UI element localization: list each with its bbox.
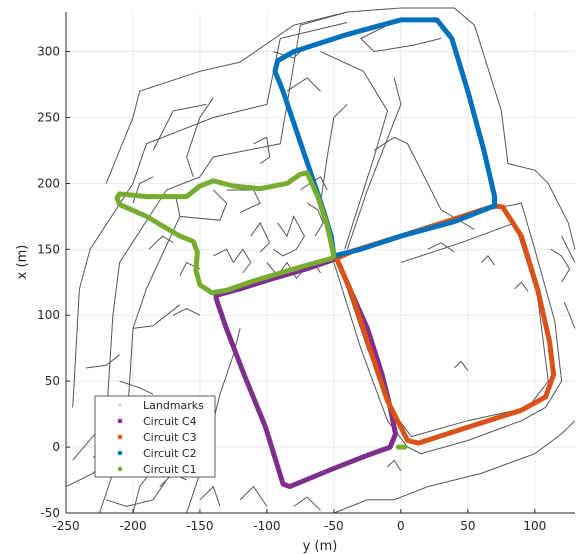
axes (65, 12, 575, 514)
landmark-outline (333, 202, 563, 455)
tick-labels: -250 -200 -150 -100 -50 0 50 100 -50 0 50 100 150 200… (37, 45, 546, 533)
legend-item-c2: Circuit C2 (117, 447, 197, 460)
landmark-outline (232, 248, 252, 274)
x-tick-label: -100 (253, 519, 280, 533)
legend-item-c4: Circuit C4 (117, 415, 197, 428)
landmark-outline (320, 103, 348, 204)
landmark-outline (320, 51, 389, 250)
landmark-outline (359, 24, 442, 53)
landmark-outline (514, 281, 529, 292)
legend-marker-landmarks (119, 404, 121, 406)
landmark-outline (99, 216, 181, 514)
x-tick-label: 100 (523, 519, 546, 533)
landmark-outline (427, 242, 455, 253)
landmark-outline (152, 103, 207, 151)
landmark-outline (480, 255, 496, 266)
landmark-outline (293, 496, 321, 511)
legend-box (94, 395, 216, 478)
landmark-outline (186, 97, 214, 177)
legend-label-c2: Circuit C2 (143, 447, 197, 460)
circuits-layer (114, 17, 557, 490)
landmark-outline (239, 485, 268, 507)
landmark-outline (72, 11, 348, 461)
legend-label-landmarks: Landmarks (143, 399, 204, 412)
landmark-outline (273, 215, 305, 257)
series-circuit-c2 (272, 17, 498, 259)
landmark-outline (175, 189, 228, 221)
landmark-outline (550, 248, 571, 283)
landmark-outline (72, 22, 348, 408)
series-circuit-c4 (213, 256, 398, 490)
legend-marker-c4 (117, 418, 123, 424)
landmark-outline (387, 459, 402, 472)
x-tick-label: -250 (52, 519, 79, 533)
landmark-outline (286, 77, 321, 92)
x-tick-label: 0 (397, 519, 405, 533)
landmark-outline (561, 235, 576, 263)
legend-item-landmarks: Landmarks (119, 399, 204, 412)
legend-item-c3: Circuit C3 (117, 431, 197, 444)
y-tick-label: 250 (37, 110, 60, 124)
landmark-outline (119, 380, 154, 395)
legend-marker-c2 (117, 450, 123, 456)
landmark-outline (172, 308, 201, 316)
y-tick-label: 100 (37, 308, 60, 322)
landmark-outline (132, 304, 181, 329)
series-circuit-c3 (334, 203, 557, 446)
x-tick-label: -200 (119, 519, 146, 533)
landmark-outline (306, 202, 324, 237)
landmark-outline (346, 77, 402, 250)
landmark-outline (250, 221, 271, 253)
landmark-outline (105, 7, 576, 250)
landmark-outline (340, 222, 549, 438)
landmark-outline (333, 420, 576, 514)
y-tick-label: -50 (40, 506, 60, 520)
landmark-outline (454, 360, 469, 371)
landmark-outline (199, 485, 221, 507)
legend-label-c3: Circuit C3 (143, 431, 197, 444)
x-tick-label: -50 (324, 519, 344, 533)
series-circuit-c1 (114, 170, 337, 296)
legend-marker-c3 (117, 434, 123, 440)
x-tick-label: -150 (186, 519, 213, 533)
legend-marker-c1 (117, 466, 123, 472)
landmark-outline (373, 136, 475, 230)
x-tick-label: 50 (460, 519, 475, 533)
legend: Landmarks Circuit C4 Circuit C3 Circuit … (94, 395, 216, 478)
landmark-outline (226, 189, 261, 213)
landmark-outline (148, 235, 174, 250)
y-tick-label: 0 (52, 440, 60, 454)
legend-label-c4: Circuit C4 (143, 415, 197, 428)
y-tick-label: 150 (37, 242, 60, 256)
x-axis-label: y (m) (303, 539, 338, 554)
landmark-outline (563, 301, 576, 329)
landmark-outline (132, 176, 154, 204)
landmark-outline (106, 479, 167, 507)
legend-label-c1: Circuit C1 (143, 463, 197, 476)
landmark-outline (253, 136, 271, 165)
y-tick-label: 200 (37, 176, 60, 190)
y-tick-label: 300 (37, 45, 60, 59)
y-tick-label: 50 (45, 374, 60, 388)
landmark-outline (86, 354, 120, 369)
landmark-outline (213, 248, 234, 263)
y-axis-label: x (m) (15, 245, 30, 280)
legend-item-c1: Circuit C1 (117, 463, 197, 476)
